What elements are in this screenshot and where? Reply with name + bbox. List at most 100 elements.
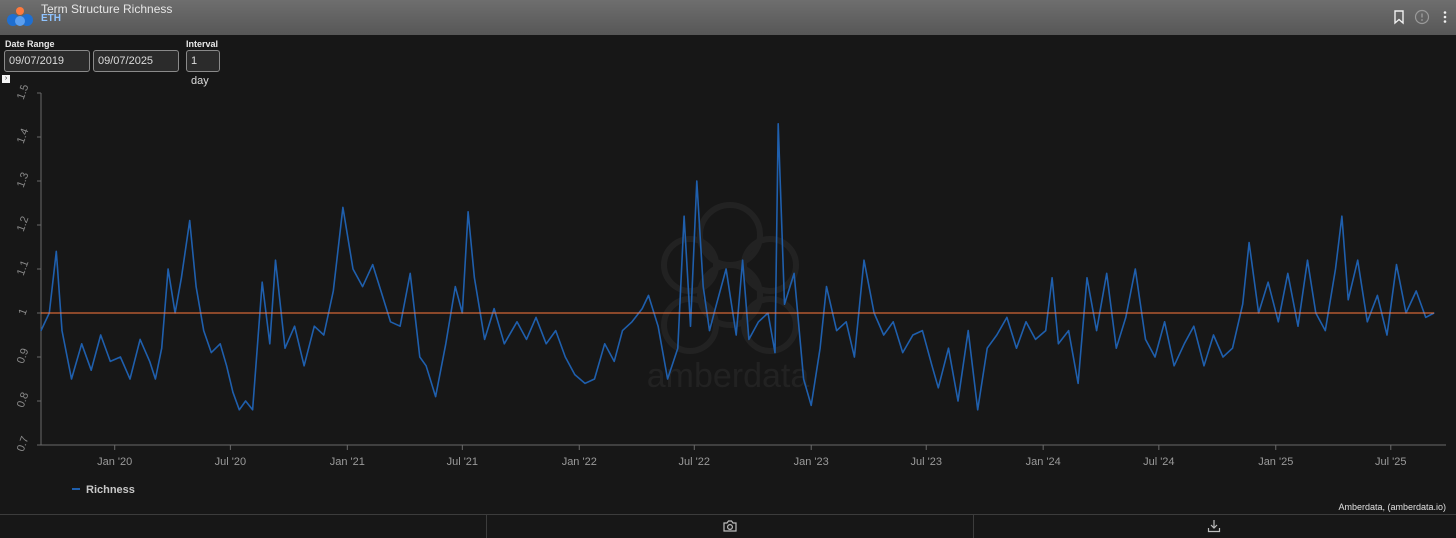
richness-data-point bbox=[1125, 316, 1127, 318]
watermark-text: amberdata bbox=[647, 357, 810, 395]
richness-data-point bbox=[757, 321, 760, 323]
controls-bar: Date Range Interval 1 day bbox=[0, 35, 1456, 87]
interval-select[interactable]: 1 day bbox=[186, 50, 220, 87]
richness-data-point bbox=[836, 330, 838, 332]
richness-data-point bbox=[1134, 268, 1136, 270]
x-tick-label: Jul '24 bbox=[1143, 456, 1174, 468]
screenshot-button[interactable] bbox=[487, 515, 974, 538]
y-tick-label: 1.1 bbox=[15, 259, 32, 277]
richness-data-point bbox=[1425, 316, 1427, 318]
richness-data-point bbox=[90, 369, 92, 371]
richness-data-point bbox=[1267, 281, 1269, 283]
richness-data-point bbox=[372, 264, 374, 266]
camera-icon bbox=[723, 520, 737, 532]
richness-data-point bbox=[323, 334, 325, 336]
richness-data-point bbox=[1045, 330, 1047, 332]
richness-data-point bbox=[454, 286, 456, 288]
richness-data-point bbox=[1006, 316, 1008, 318]
richness-data-point bbox=[1376, 294, 1379, 296]
richness-data-point bbox=[1025, 321, 1027, 323]
richness-data-point bbox=[425, 365, 427, 367]
info-icon[interactable] bbox=[1414, 9, 1430, 25]
richness-data-point bbox=[483, 338, 486, 340]
richness-data-point bbox=[1334, 268, 1337, 270]
x-tick-label: Jul '25 bbox=[1375, 456, 1406, 468]
download-icon bbox=[1207, 520, 1221, 533]
start-date-input[interactable] bbox=[4, 50, 90, 72]
richness-data-point bbox=[1173, 365, 1175, 367]
date-range-label: Date Range bbox=[5, 39, 55, 49]
richness-data-point bbox=[892, 321, 894, 323]
richness-data-point bbox=[129, 378, 131, 380]
richness-data-point bbox=[1086, 277, 1088, 279]
richness-data-point bbox=[516, 321, 518, 323]
richness-data-point bbox=[1015, 347, 1018, 349]
richness-data-point bbox=[1357, 259, 1359, 261]
richness-data-point bbox=[139, 338, 141, 340]
richness-data-point bbox=[853, 356, 856, 358]
y-tick-label: 1.2 bbox=[15, 215, 32, 233]
richness-data-point bbox=[1154, 356, 1156, 358]
richness-data-point bbox=[210, 352, 212, 354]
richness-data-point bbox=[61, 330, 63, 332]
richness-data-point bbox=[1034, 338, 1037, 340]
richness-data-point bbox=[777, 123, 779, 125]
richness-data-point bbox=[1057, 343, 1060, 345]
richness-data-point bbox=[1115, 347, 1117, 349]
x-tick-label: Jan '25 bbox=[1258, 456, 1293, 468]
footer-cell-left bbox=[0, 515, 487, 538]
richness-data-point bbox=[1193, 325, 1195, 327]
richness-data-point bbox=[467, 211, 469, 213]
richness-data-point bbox=[574, 374, 576, 376]
richness-data-point bbox=[161, 347, 163, 349]
richness-data-point bbox=[819, 347, 821, 349]
richness-data-point bbox=[332, 290, 334, 292]
end-date-input[interactable] bbox=[93, 50, 179, 72]
richness-data-point bbox=[100, 334, 102, 336]
download-button[interactable] bbox=[974, 515, 1456, 538]
richness-data-point bbox=[986, 347, 988, 349]
richness-data-point bbox=[977, 409, 979, 411]
richness-data-point bbox=[1386, 334, 1388, 336]
richness-data-point bbox=[1324, 330, 1326, 332]
richness-data-point bbox=[793, 272, 795, 274]
richness-data-point bbox=[555, 330, 557, 332]
x-tick-label: Jan '22 bbox=[562, 456, 597, 468]
richness-data-point bbox=[666, 378, 669, 380]
richness-data-point bbox=[957, 400, 959, 402]
richness-data-point bbox=[883, 334, 885, 336]
richness-data-point bbox=[715, 303, 718, 305]
richness-data-point bbox=[81, 343, 83, 345]
bookmark-icon[interactable] bbox=[1391, 9, 1407, 25]
richness-data-point bbox=[545, 343, 547, 345]
richness-data-point bbox=[564, 356, 566, 358]
sidebar-toggle-chevron-icon[interactable]: › bbox=[2, 75, 10, 83]
richness-data-point bbox=[967, 330, 969, 332]
richness-data-point bbox=[621, 330, 624, 332]
more-options-icon[interactable] bbox=[1437, 9, 1453, 25]
richness-data-point bbox=[503, 343, 505, 345]
richness-data-point bbox=[409, 272, 411, 274]
legend-label-richness: Richness bbox=[86, 484, 135, 496]
richness-data-point bbox=[725, 268, 727, 270]
richness-data-point bbox=[937, 387, 939, 389]
watermark-circle bbox=[661, 296, 719, 354]
richness-data-point bbox=[696, 180, 698, 182]
y-tick-label: 1.3 bbox=[15, 171, 32, 189]
richness-data-point bbox=[238, 409, 240, 411]
page-title: Term Structure Richness bbox=[41, 2, 173, 16]
x-tick-label: Jul '22 bbox=[679, 456, 710, 468]
richness-data-point bbox=[225, 365, 228, 367]
richness-data-point bbox=[195, 286, 197, 288]
richness-data-point bbox=[593, 378, 596, 380]
x-tick-label: Jul '23 bbox=[911, 456, 942, 468]
richness-data-point bbox=[810, 404, 812, 406]
richness-data-point bbox=[313, 325, 315, 327]
richness-data-point bbox=[70, 378, 73, 380]
richness-data-point bbox=[845, 321, 847, 323]
richness-data-point bbox=[189, 220, 191, 222]
richness-data-point bbox=[1306, 259, 1309, 261]
richness-data-point bbox=[149, 360, 151, 362]
richness-data-point bbox=[748, 338, 750, 340]
richness-data-point bbox=[535, 316, 537, 318]
